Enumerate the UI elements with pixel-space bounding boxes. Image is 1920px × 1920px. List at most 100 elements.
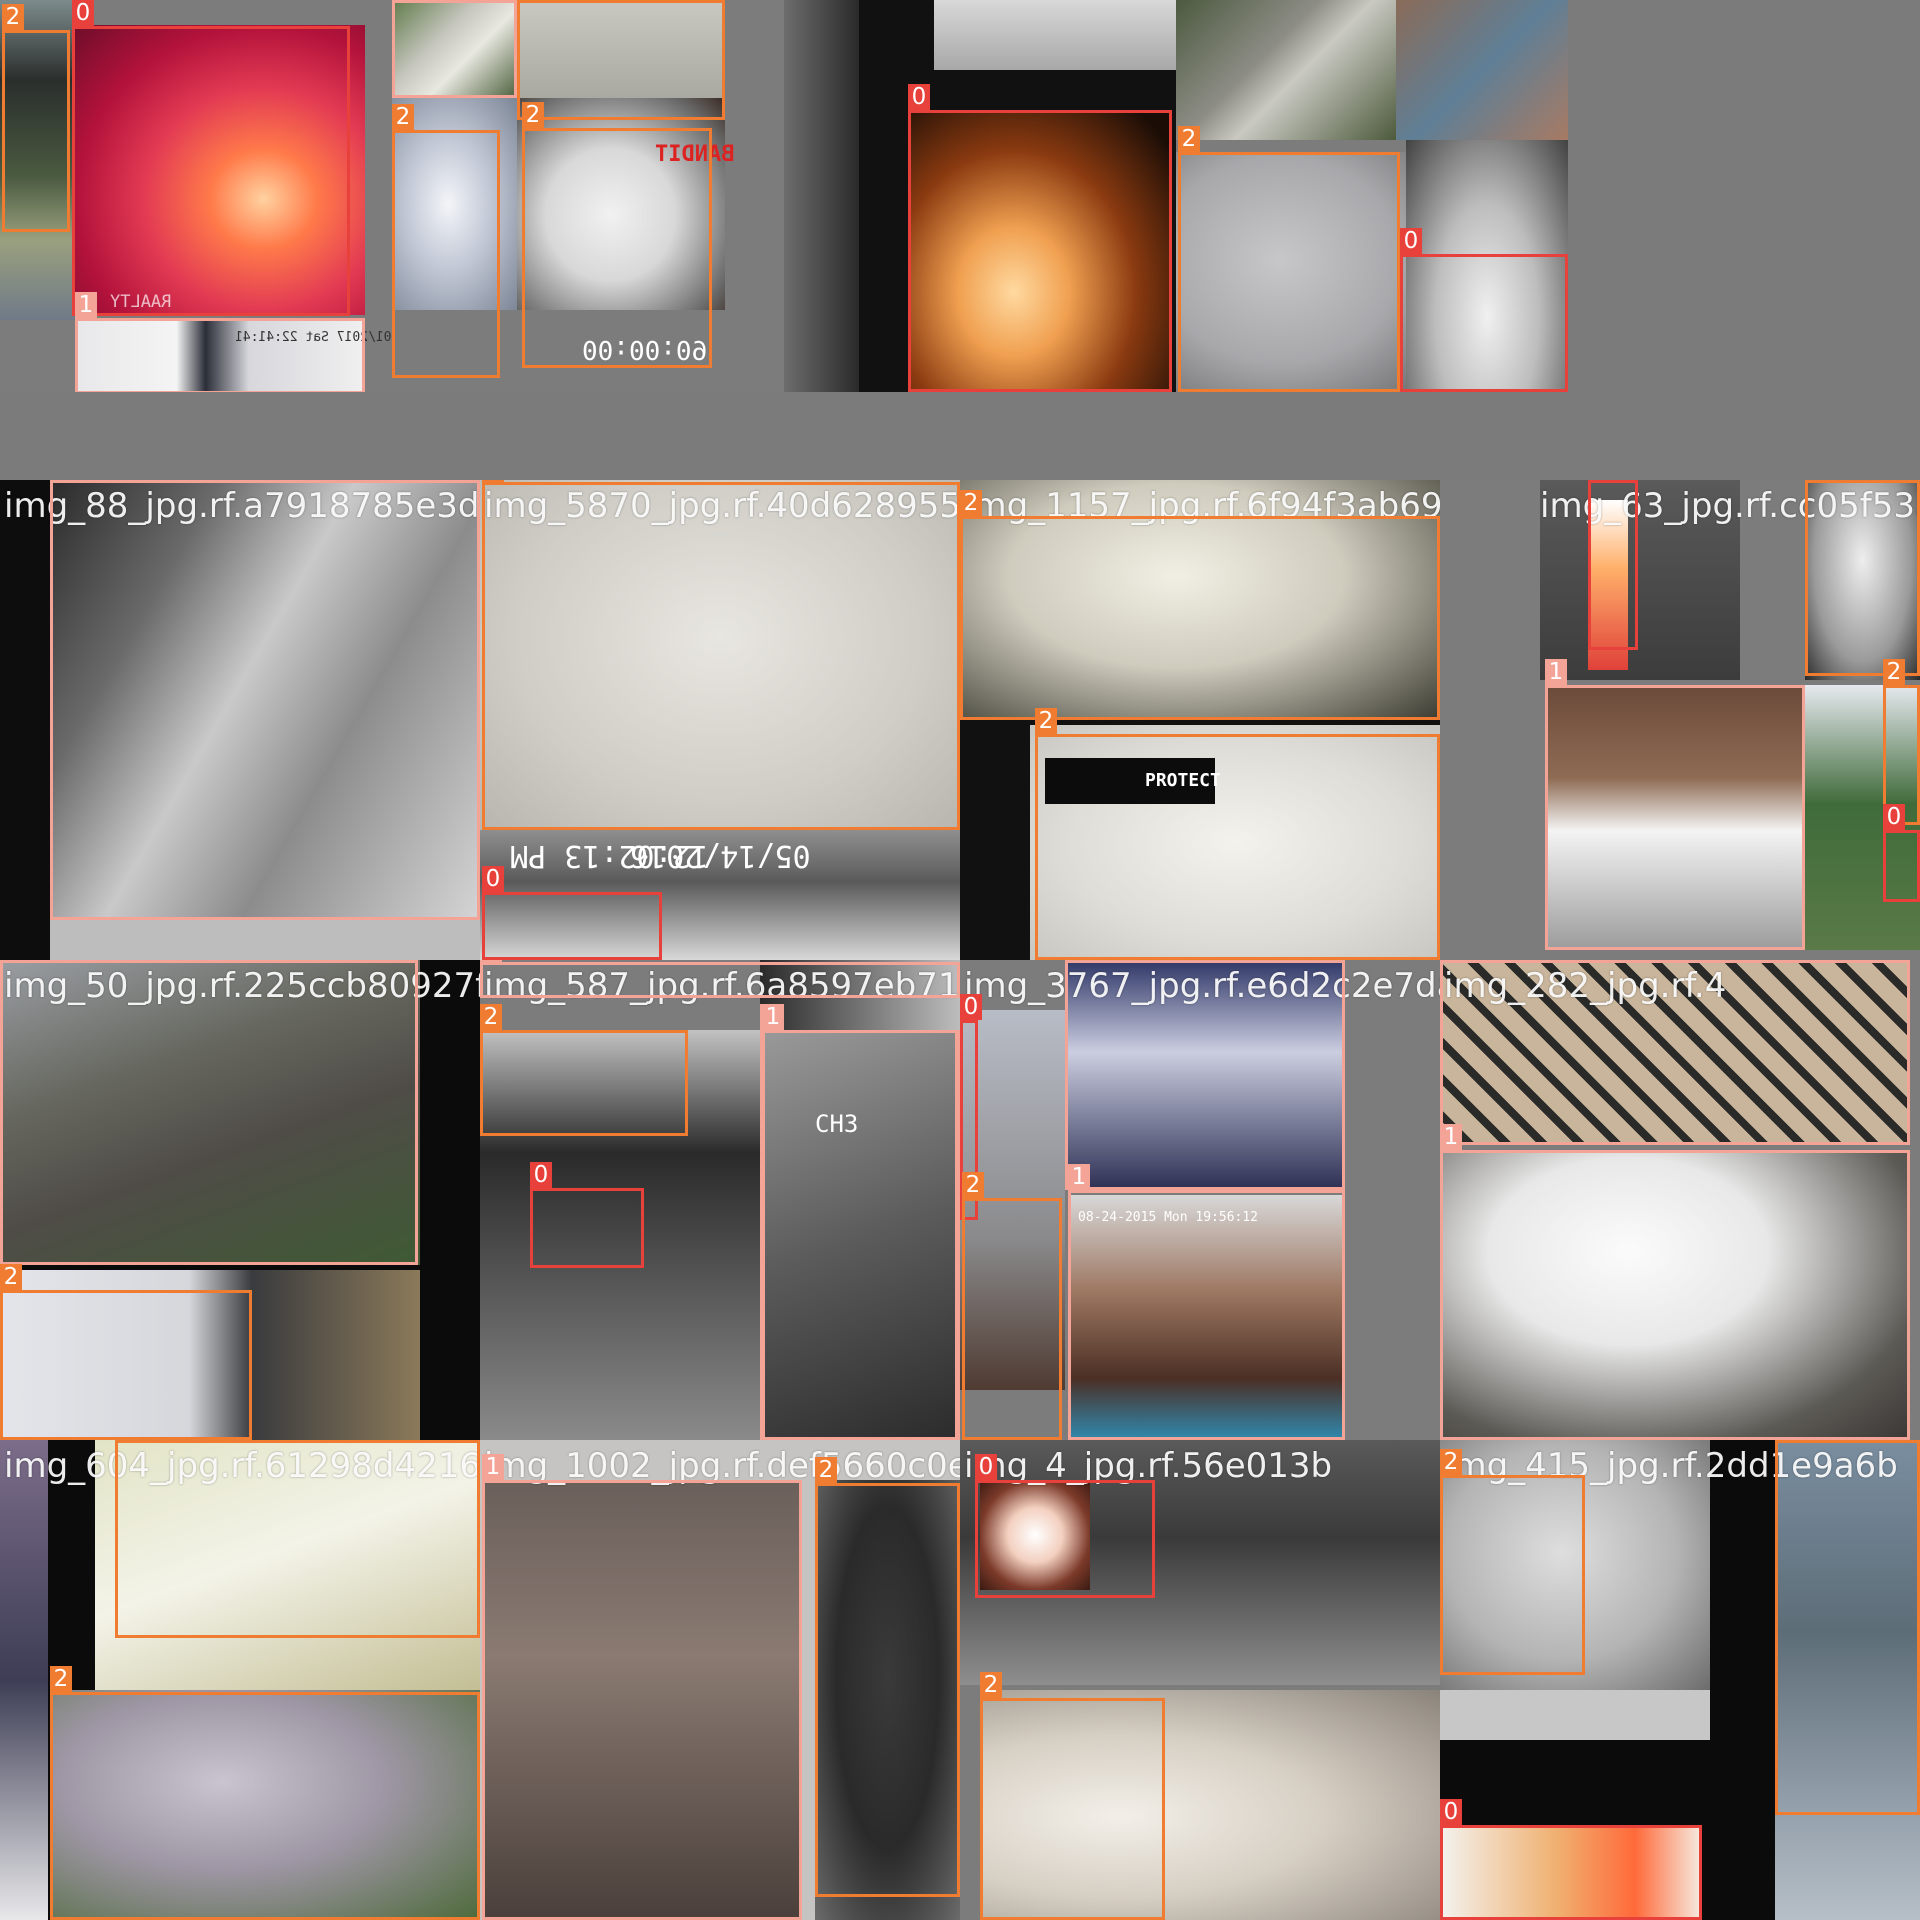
bbox: 2: [962, 1172, 1062, 1440]
tile-16: img_415_jpg.rf.2dd1e9a6b 2 2 0: [1440, 1440, 1920, 1920]
overlay-protect: PROTECT: [1145, 770, 1221, 791]
bbox: 1: [392, 0, 517, 98]
bbox: 1: [1065, 960, 1345, 1190]
bbox-label: 0: [72, 0, 94, 26]
bbox: 0: [1883, 804, 1920, 902]
photo-carved-wall: [1440, 960, 1910, 1145]
bbox-label: 0: [482, 866, 504, 892]
photo-sign-strip: [1440, 1690, 1710, 1740]
tile-10: CH3 img_587_jpg.rf.6a8597eb71a 1 1 2 0 1: [480, 960, 960, 1440]
tile-8: img_63_jpg.rf.cc05f53af51 0 2 1 2 0: [1440, 480, 1920, 960]
photo-bw-office: [50, 480, 480, 920]
tile-14: img_1002_jpg.rf.def5660c0e7 1 2: [480, 1440, 960, 1920]
bbox: 0: [1588, 480, 1638, 650]
bbox-label: 2: [522, 102, 544, 128]
flame-strip: [1588, 500, 1628, 670]
bbox: 2: [1178, 126, 1400, 392]
bbox: 1: [1440, 1124, 1910, 1440]
photo-grey-smoke: [1176, 152, 1436, 392]
bbox-label: 2: [482, 480, 504, 482]
bbox-label: 2: [1178, 126, 1200, 152]
photo-haze: [480, 480, 960, 830]
photo-window-smoke: [392, 98, 517, 310]
photo-road-strip: [0, 1440, 48, 1920]
bbox: 2: [0, 1264, 252, 1440]
tile-6: 05/14/2016 12:02:13 PM img_5870_jpg.rf.4…: [480, 480, 960, 960]
photo-smoke-plants: [960, 480, 1440, 720]
overlay-cam-time: 12:02:13 PM: [510, 838, 709, 873]
photo-dark-left: [784, 0, 859, 392]
bbox-label: 0: [960, 994, 982, 1020]
photo-fire-bottom: [1440, 1825, 1700, 1920]
bbox-label: 0: [1883, 804, 1905, 830]
bbox: 2: [2, 4, 70, 232]
photo-crowd-kitchen: [1440, 1150, 1910, 1440]
photo-flare: [980, 1480, 1090, 1590]
bbox-label: 1: [1545, 659, 1567, 685]
bbox: 2: [522, 102, 712, 368]
bbox: 2: [960, 490, 1440, 720]
tile-1: 20/01/2017 Sat 22:41:41 RAALTY 2 0 1: [0, 0, 392, 392]
bbox-label: 1: [1068, 1164, 1090, 1190]
bbox-label: 1: [1440, 1124, 1462, 1150]
bbox: 2: [392, 104, 500, 378]
bbox: 0: [908, 84, 1172, 392]
photo-dark-smoke: [815, 1480, 960, 1920]
bbox-label: 1: [480, 960, 502, 962]
tile-9: img_50_jpg.rf.225ccb80927f 1 2: [0, 960, 480, 1440]
bbox: 0: [975, 1454, 1155, 1598]
bbox: 1: [482, 1454, 802, 1920]
bbox: 0: [960, 994, 982, 1220]
tile-3: 0: [784, 0, 1176, 392]
photo-firefighter-bw: [760, 1030, 960, 1440]
bbox: 1: [762, 1004, 958, 1440]
bbox-label: 0: [1400, 228, 1422, 254]
photo-highway: [0, 960, 420, 1265]
bbox: 2: [482, 480, 960, 830]
bbox: 2: [115, 1440, 480, 1638]
bbox: 1: [1068, 1164, 1345, 1440]
photo-bw-bottom: [50, 920, 480, 960]
photo-city-aerial: [1396, 0, 1568, 140]
bbox: 2: [1805, 480, 1920, 676]
bbox: 1: [1440, 960, 1910, 1145]
bbox-label: 0: [975, 1454, 997, 1480]
bbox: 0: [1440, 1799, 1702, 1920]
bbox: 0: [482, 866, 662, 960]
bbox: 1: [480, 960, 960, 998]
photo-white-smoke: [517, 0, 725, 98]
bbox-label: 2: [815, 1457, 837, 1483]
bbox: 2: [1775, 1440, 1920, 1815]
tile-12: img_282_jpg.rf.4 1 1: [1440, 960, 1920, 1440]
protect-banner: [1045, 758, 1215, 804]
bbox: 1: [75, 292, 365, 392]
photo-construction-aerial: [1775, 1440, 1920, 1920]
photo-smoke-right: [1805, 480, 1920, 680]
photo-night-fire: [909, 110, 1171, 390]
photo-sky-smoke: [50, 1690, 480, 1920]
bbox: 2: [50, 1666, 480, 1920]
tile-4: 2 0: [1176, 0, 1568, 392]
bbox: 0: [72, 0, 350, 316]
photo-kitchen-cam: [1545, 685, 1805, 950]
bbox-label: 0: [530, 1162, 552, 1188]
bbox-label: 2: [980, 1672, 1002, 1698]
bbox: 1: [1545, 659, 1805, 950]
bbox: 2: [1035, 708, 1440, 960]
bbox-label: 2: [480, 1004, 502, 1030]
bbox-label: 0: [908, 84, 930, 110]
photo-kitchen-top: [392, 0, 517, 98]
bbox-label: 1: [482, 1454, 504, 1480]
bbox-label: 2: [960, 490, 982, 516]
tile-7: PROTECT img_1157_jpg.rf.6f94f3ab6929 2 2: [960, 480, 1440, 960]
bbox-label: 2: [962, 1172, 984, 1198]
photo-smoky-store: [980, 1690, 1440, 1920]
tile-11: 08-24-2015 Mon 19:56:12 img_3767_jpg.rf.…: [960, 960, 1440, 1440]
bbox-label: 1: [762, 1004, 784, 1030]
bbox-label: 2: [0, 1264, 22, 1290]
photo-smoke-room: [1406, 140, 1568, 392]
photo-kitchen-2: [1070, 1195, 1345, 1440]
bbox-label: 2: [1883, 659, 1905, 685]
bbox-label: 2: [1035, 708, 1057, 734]
